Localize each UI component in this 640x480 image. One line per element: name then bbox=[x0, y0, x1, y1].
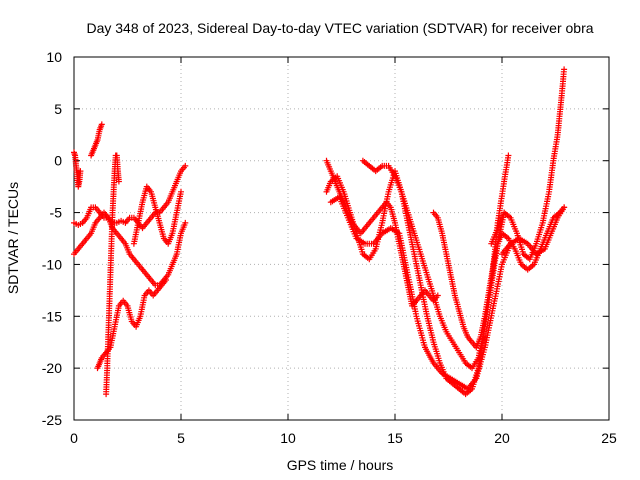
series-layer bbox=[71, 66, 568, 398]
x-tick-label: 25 bbox=[601, 430, 617, 446]
series-track-7 bbox=[130, 183, 184, 247]
y-tick-labels: -25 -20 -15 -10 -5 0 5 10 bbox=[42, 49, 62, 428]
y-tick-label: 0 bbox=[54, 153, 62, 169]
y-tick-label: -10 bbox=[42, 256, 62, 272]
y-tick-label: 10 bbox=[46, 49, 62, 65]
x-tick-label: 10 bbox=[280, 430, 296, 446]
y-tick-label: -25 bbox=[42, 412, 62, 428]
x-tick-label: 20 bbox=[494, 430, 510, 446]
y-axis-title: SDTVAR / TECUs bbox=[5, 182, 21, 294]
grid-lines bbox=[74, 57, 609, 420]
series-track-6 bbox=[103, 152, 122, 398]
series-track-13 bbox=[488, 66, 568, 263]
series-track-9 bbox=[323, 152, 512, 398]
series-track-4 bbox=[88, 121, 105, 159]
series-track-1 bbox=[71, 162, 189, 232]
series-track-10 bbox=[327, 194, 514, 392]
series-track-3 bbox=[71, 149, 84, 190]
series-track-5 bbox=[94, 277, 169, 372]
chart-title: Day 348 of 2023, Sidereal Day-to-day VTE… bbox=[86, 20, 593, 36]
axis-ticks bbox=[73, 56, 610, 421]
plot-frame bbox=[73, 56, 610, 421]
x-axis-title: GPS time / hours bbox=[287, 457, 394, 473]
x-tick-label: 5 bbox=[177, 430, 185, 446]
y-tick-label: -20 bbox=[42, 360, 62, 376]
y-tick-label: 5 bbox=[54, 101, 62, 117]
y-tick-label: -15 bbox=[42, 308, 62, 324]
series-track-14 bbox=[499, 204, 568, 258]
x-tick-label: 15 bbox=[387, 430, 403, 446]
series-track-12 bbox=[430, 204, 568, 351]
x-tick-labels: 0 5 10 15 20 25 bbox=[70, 430, 617, 446]
y-tick-label: -5 bbox=[50, 205, 63, 221]
x-tick-label: 0 bbox=[70, 430, 78, 446]
